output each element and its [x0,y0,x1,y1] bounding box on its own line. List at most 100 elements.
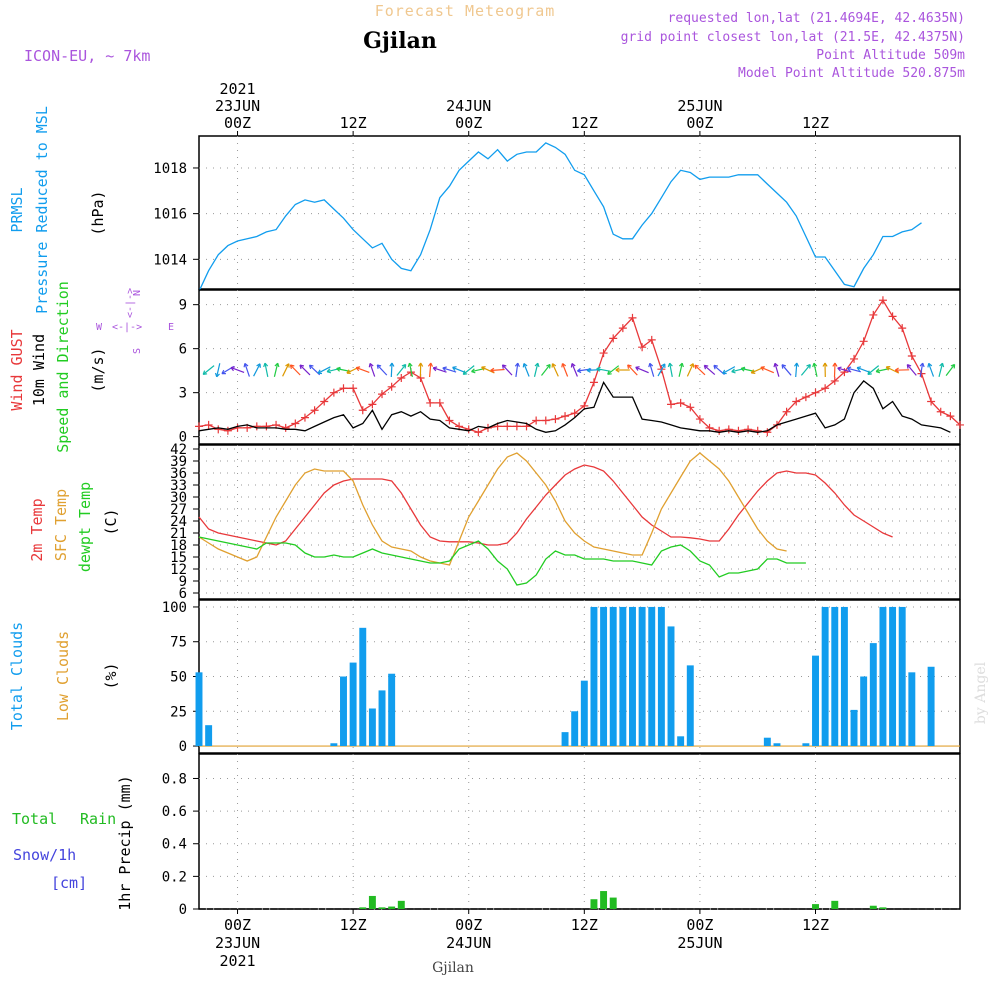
gust-marker [628,313,637,322]
wind-arrow-head [722,369,727,375]
wind-arrow [596,368,611,372]
gust-marker [647,335,656,344]
gust-marker [878,296,887,305]
gust-marker [512,422,521,431]
wind-arrow-head [806,364,811,369]
y-tick-label: 9 [179,298,187,314]
wind-label-speed: Speed and Direction [54,281,72,453]
wind-arrow-head [432,366,438,372]
wind-arrow-head [846,366,852,372]
precip-bar [388,906,396,909]
wind-arrow-head [376,364,382,369]
temp-unit: (C) [102,508,120,535]
cloud-labels: Total Clouds Low Clouds (%) [8,622,120,730]
wind-arrow-head [407,362,413,368]
wind-arrow-head [427,362,434,367]
y-tick-label: 75 [170,635,187,651]
y-tick-label: 0.8 [162,771,187,787]
gust-marker [223,426,232,435]
y-tick-label: 100 [162,600,187,616]
gust-marker [811,388,820,397]
clouds-bar [821,606,829,747]
pressure-line [198,142,922,292]
wind-arrow-head [919,362,925,368]
precip-bar [368,895,376,909]
wind-arrow-head [731,368,736,374]
wind-arrow [856,367,871,373]
clouds-bar [898,606,906,747]
wind-arrow-head [607,370,612,375]
gust-marker [561,412,570,421]
wind-arrow [244,363,250,377]
wind-arrow-head [368,362,374,368]
wind-label-10m: 10m Wind [30,334,48,406]
wind-arrow-head [689,363,695,368]
wind-arrow [795,362,798,378]
wind-arrow-head [950,363,956,369]
top-time-label: 2021 [219,80,255,98]
clouds-bar [340,676,347,747]
precip-bar [590,899,598,909]
wind-arrow [781,364,792,376]
temp-labels: 2m Temp SFC Temp dewpt Temp (C) [28,482,120,572]
wind-arrow-head [355,366,361,372]
wind-arrow [678,363,683,377]
y-tick-label: 15 [170,550,187,566]
wind-arrow [202,365,215,375]
clouds-bar [860,676,868,747]
gust-marker [541,416,550,425]
wind-gust-line [198,299,961,433]
bottom-time-label: 23JUN [215,934,260,952]
wind-arrow-head [452,366,457,371]
wind-arrow-head [713,364,718,370]
gust-marker [532,416,541,425]
clouds-bar [927,666,935,747]
top-time-label: 00Z [686,114,713,132]
wind-arrow [429,362,432,378]
y-tick-label: 0.2 [162,869,187,885]
wind-arrow-head [308,364,314,370]
wind-arrow [906,364,917,376]
gust-marker [589,378,598,387]
top-time-label: 00Z [455,114,482,132]
wind-panel: 9 6 3 0 [179,289,964,446]
y-tick-label: 0.6 [162,804,187,820]
gust-marker [869,310,878,319]
precip-bar [378,907,386,909]
clouds-bar [677,736,685,747]
compass-arrow-v: <-|-> [125,288,136,318]
y-tick-label: 0 [179,902,187,918]
wind-arrow-head [906,364,912,369]
wind-arrow-head [561,363,567,368]
wind-arrow [355,367,370,373]
gust-marker [946,412,955,421]
clouds-bar [580,680,588,747]
gust-marker [300,413,309,422]
wind-arrow [369,363,376,377]
wind-arrow [442,367,457,373]
gust-marker [686,403,695,412]
wind-arrow-head [627,364,632,369]
wind-arrow-head [481,366,486,371]
wind-arrow-head [326,368,332,374]
wind-arrow-head [285,363,290,368]
wind-arrow [264,362,269,378]
clouds-bar [359,627,367,747]
wind-arrow-head [856,366,862,372]
wind-arrow-head [243,362,249,368]
precip-label-total: Total [12,810,57,828]
wind-label-gust: Wind GUST [8,329,26,410]
wind-arrow-head [939,362,945,368]
wind-arrow [800,364,811,376]
precip-label-rain: Rain [80,810,116,828]
wind-arrow-head [570,363,576,368]
wind-arrow-head [750,369,756,374]
wind-arrow-head [551,363,557,368]
gust-marker [387,382,396,391]
wind-arrow [551,363,559,377]
y-tick-label: 39 [170,454,187,470]
wind-arrow [289,364,301,376]
pressure-frame [198,135,961,290]
clouds-bar [638,606,646,747]
pressure-label-prmsl: PRMSL [8,187,26,232]
